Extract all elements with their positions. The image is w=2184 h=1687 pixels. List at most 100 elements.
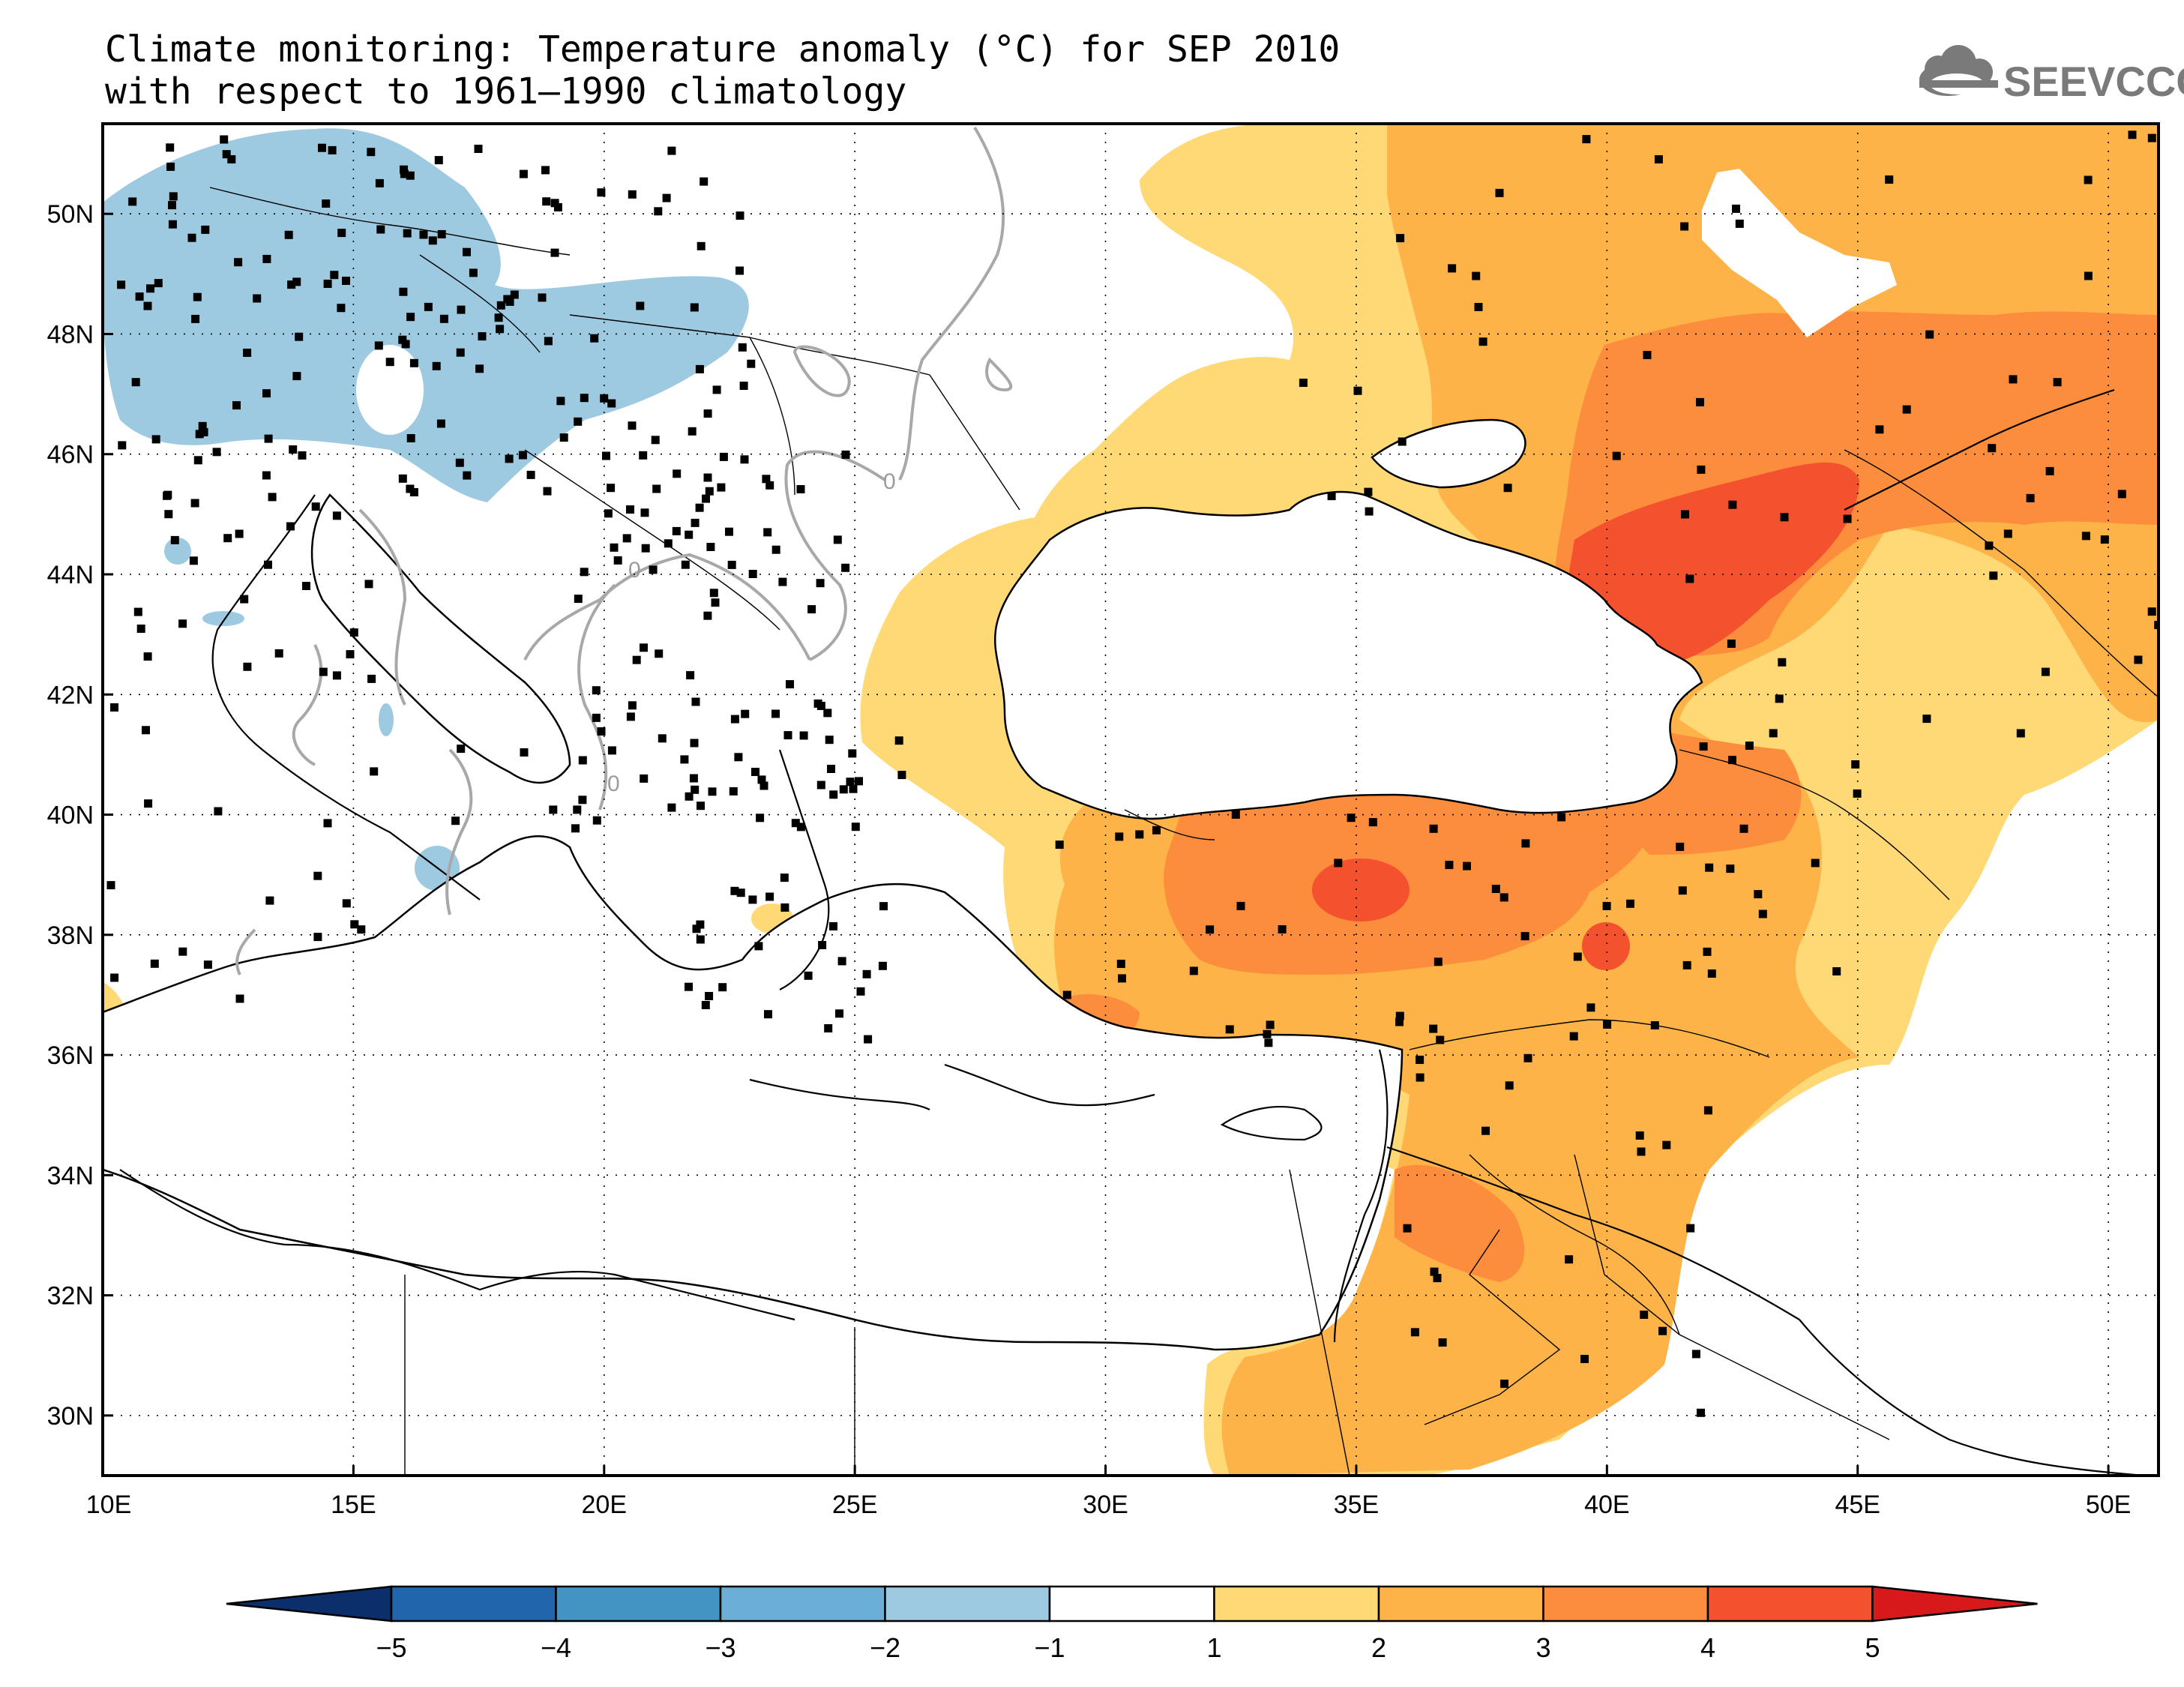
station-marker xyxy=(673,469,682,478)
station-marker xyxy=(690,303,699,312)
station-marker xyxy=(2026,493,2035,502)
colorbar-segment xyxy=(1706,1585,1874,1623)
latitude-label: 50N xyxy=(47,200,94,229)
station-marker xyxy=(1685,574,1694,583)
station-marker xyxy=(428,236,437,245)
station-marker xyxy=(434,156,443,165)
station-marker xyxy=(232,401,241,410)
station-marker xyxy=(1728,500,1737,509)
station-marker xyxy=(1635,1131,1644,1140)
station-marker xyxy=(117,280,126,289)
latitude-label: 48N xyxy=(47,320,94,349)
station-marker xyxy=(705,992,714,1000)
station-marker xyxy=(385,358,394,367)
station-marker xyxy=(855,777,863,786)
station-marker xyxy=(1586,1003,1595,1012)
station-marker xyxy=(1658,1326,1667,1335)
station-marker xyxy=(757,775,766,784)
station-marker xyxy=(544,337,553,346)
station-marker xyxy=(214,807,223,816)
station-marker xyxy=(284,230,293,239)
station-marker xyxy=(1263,1029,1272,1038)
station-marker xyxy=(1430,1267,1439,1276)
station-marker xyxy=(1429,1024,1438,1033)
station-marker xyxy=(110,973,119,982)
station-marker xyxy=(463,471,472,480)
zero-contour xyxy=(235,126,1013,975)
station-marker xyxy=(1681,510,1689,519)
station-marker xyxy=(640,508,649,517)
station-marker xyxy=(550,199,559,208)
station-marker xyxy=(851,823,860,832)
station-marker xyxy=(374,341,383,350)
station-marker xyxy=(193,456,202,465)
station-marker xyxy=(292,372,301,381)
station-marker xyxy=(1416,1073,1425,1082)
longitude-label: 20E xyxy=(582,1491,628,1519)
station-marker xyxy=(730,886,739,895)
station-marker xyxy=(894,736,903,745)
station-marker xyxy=(191,314,200,323)
station-marker xyxy=(367,674,376,683)
station-marker xyxy=(1505,1081,1514,1090)
station-marker xyxy=(607,399,616,408)
station-marker xyxy=(778,577,787,586)
station-marker xyxy=(406,484,415,493)
station-marker xyxy=(1118,974,1126,983)
station-marker xyxy=(1686,1224,1695,1233)
station-marker xyxy=(695,503,704,512)
station-marker xyxy=(862,969,871,978)
station-marker xyxy=(1520,932,1529,941)
station-marker xyxy=(856,987,865,996)
station-marker xyxy=(1395,1017,1404,1026)
station-marker xyxy=(519,169,528,178)
station-marker xyxy=(689,774,698,783)
station-marker xyxy=(833,535,842,544)
station-marker xyxy=(436,419,445,428)
colorbar-segment xyxy=(1542,1585,1709,1623)
station-marker xyxy=(1278,925,1287,933)
station-marker xyxy=(1481,1126,1490,1135)
station-marker xyxy=(1445,861,1454,870)
station-marker xyxy=(1662,1140,1671,1149)
station-marker xyxy=(632,655,641,664)
latitude-label: 42N xyxy=(47,681,94,709)
station-marker xyxy=(658,734,667,743)
station-marker xyxy=(846,778,855,787)
station-marker xyxy=(652,484,661,493)
colorbar-segment xyxy=(390,1585,557,1623)
station-marker xyxy=(664,539,673,548)
station-marker xyxy=(686,671,695,680)
station-marker xyxy=(457,745,466,754)
station-marker xyxy=(796,485,805,493)
station-marker xyxy=(672,526,681,535)
colorbar-label: 2 xyxy=(1371,1632,1386,1663)
station-marker xyxy=(2147,607,2156,616)
station-marker xyxy=(1732,204,1740,213)
station-marker xyxy=(1612,451,1621,460)
station-marker xyxy=(295,332,304,341)
positive-anomaly-3-4 xyxy=(1395,1164,1525,1282)
station-marker xyxy=(518,451,527,460)
station-marker xyxy=(201,225,210,234)
station-marker xyxy=(2154,621,2159,630)
station-marker xyxy=(146,284,154,293)
seevccc-logo: SEEVCCC xyxy=(1919,45,2184,105)
latitude-label: 46N xyxy=(47,441,94,469)
station-marker xyxy=(735,211,744,220)
station-marker xyxy=(607,746,616,755)
station-marker xyxy=(762,475,771,484)
station-marker xyxy=(1697,1408,1705,1417)
station-marker xyxy=(804,971,813,980)
station-marker xyxy=(739,382,748,390)
station-marker xyxy=(1299,379,1308,387)
station-marker xyxy=(337,304,346,313)
station-marker xyxy=(235,994,244,1003)
station-marker xyxy=(681,560,690,569)
station-marker xyxy=(2016,729,2025,738)
station-marker xyxy=(1602,901,1611,910)
station-marker xyxy=(636,301,645,310)
station-marker xyxy=(170,535,179,544)
station-marker xyxy=(765,481,774,490)
station-marker xyxy=(164,510,173,519)
